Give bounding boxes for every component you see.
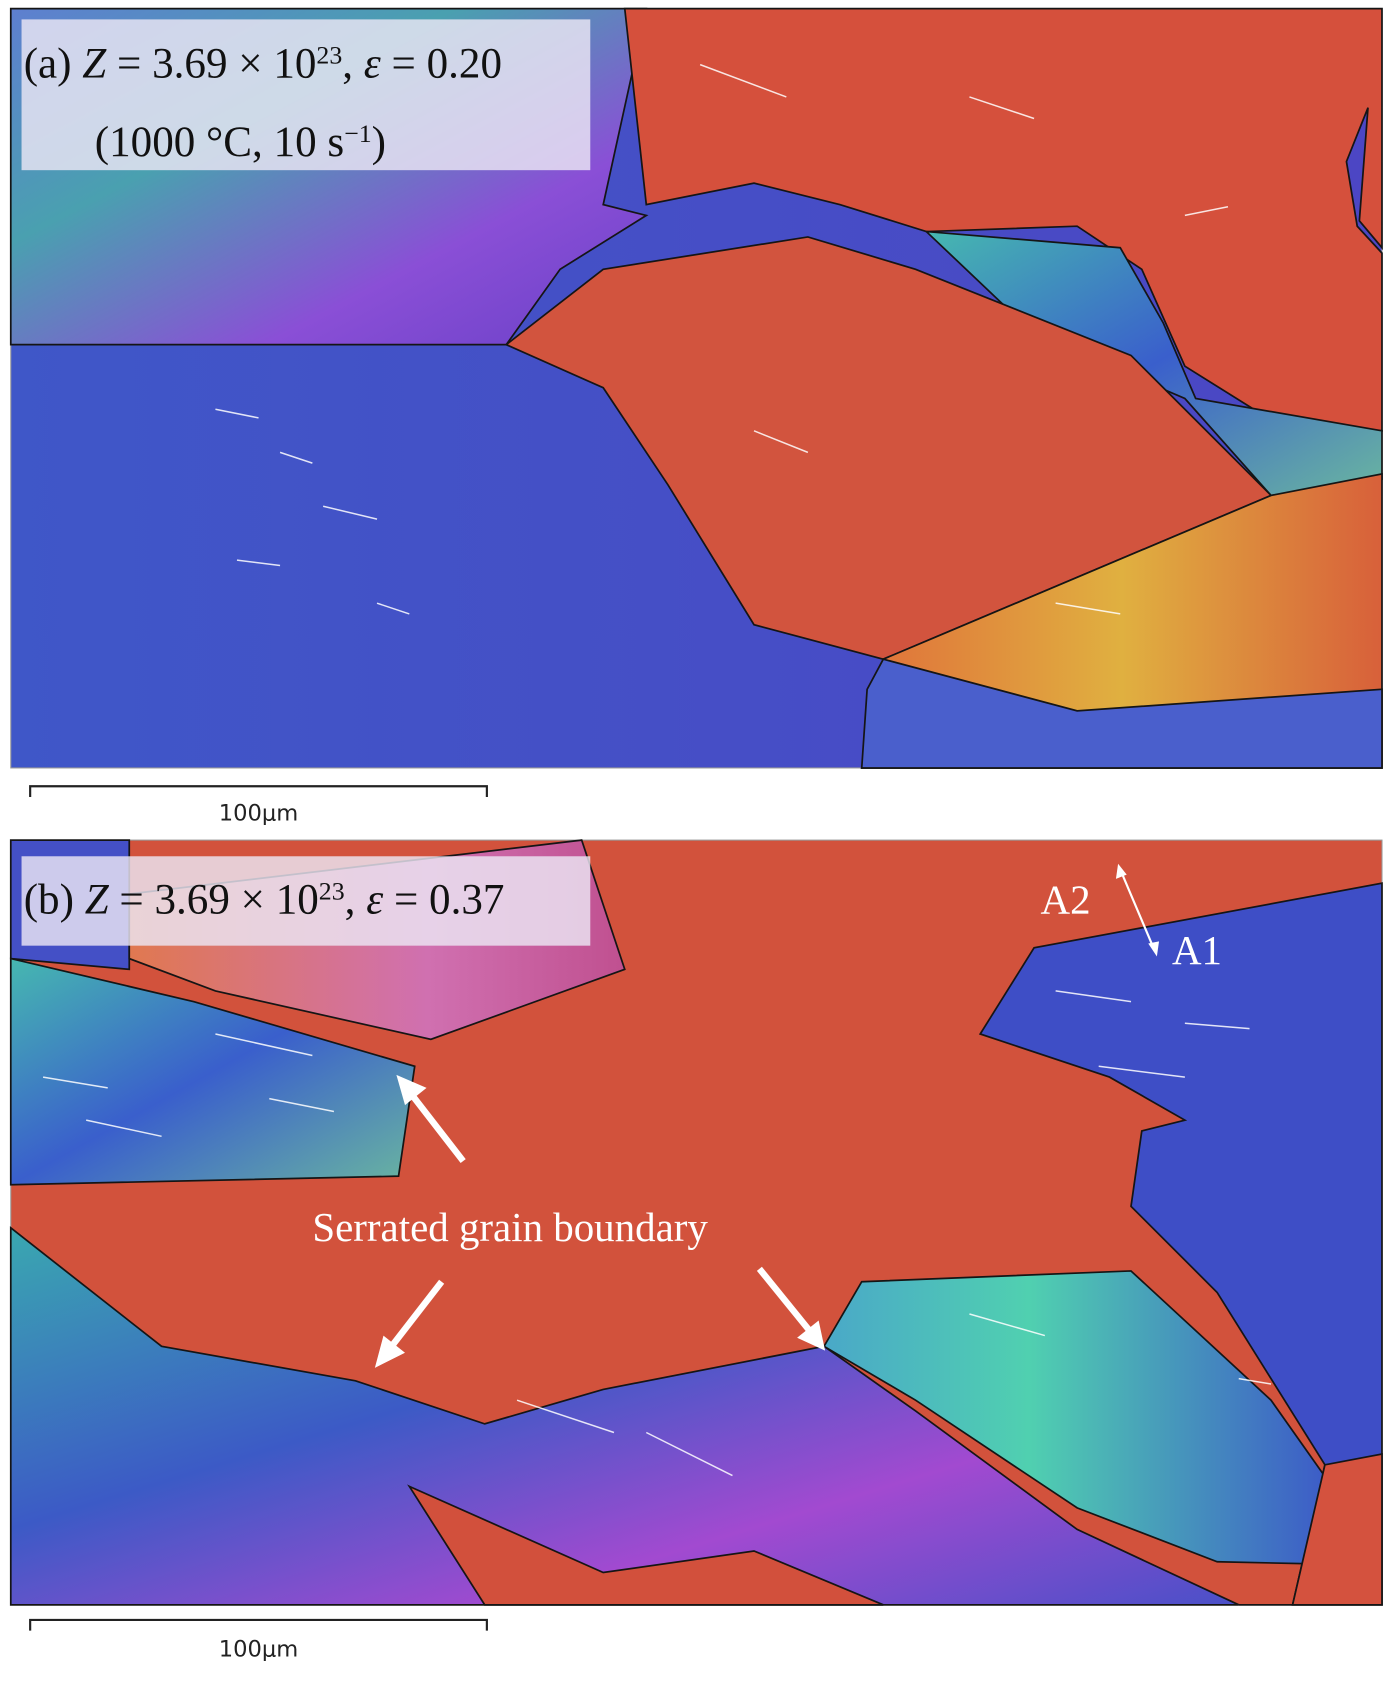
annotations: Serrated grain boundary A2 A1 [312,863,1222,1368]
caption-text: (1000 °C, 10 s [95,119,344,166]
caption-text: = 0.20 [381,41,502,88]
caption-line: (a) Z = 3.69 × 1023, ε = 0.20 [24,40,502,87]
caption-text: Z [85,876,110,923]
scale-bar-b: 100μm [29,1618,488,1663]
caption-text: ε [364,41,381,88]
ebsd-map-b [9,839,1383,1606]
caption-text: = 3.69 × 10 [109,876,319,923]
caption-text: , [345,876,367,923]
caption-text: (a) [24,41,83,88]
caption-box-b: (b) Z = 3.69 × 1023, ε = 0.37 [21,856,591,946]
caption-text: ) [372,119,386,166]
caption-text: 23 [319,876,345,905]
scale-bar-a: 100μm [29,785,488,827]
caption-text: (b) [24,876,85,923]
caption-text: , [342,41,364,88]
annotation-label: A2 [1041,877,1091,922]
caption-text: Z [82,41,107,88]
caption-text: = 0.37 [383,876,504,923]
caption-text: = 3.69 × 10 [106,41,316,88]
annotation-label: A1 [1172,928,1222,973]
caption-text: −1 [344,119,372,148]
caption-line: (1000 °C, 10 s−1) [95,119,386,166]
scale-bar-label: 100μm [219,1637,299,1663]
caption-line: (b) Z = 3.69 × 1023, ε = 0.37 [24,876,505,923]
caption-box-a: (a) Z = 3.69 × 1023, ε = 0.20 (1000 °C, … [21,19,591,171]
caption-text: 23 [316,40,342,69]
annotation-label: Serrated grain boundary [312,1205,708,1250]
scale-bar-label: 100μm [219,801,299,827]
caption-text: ε [366,876,383,923]
